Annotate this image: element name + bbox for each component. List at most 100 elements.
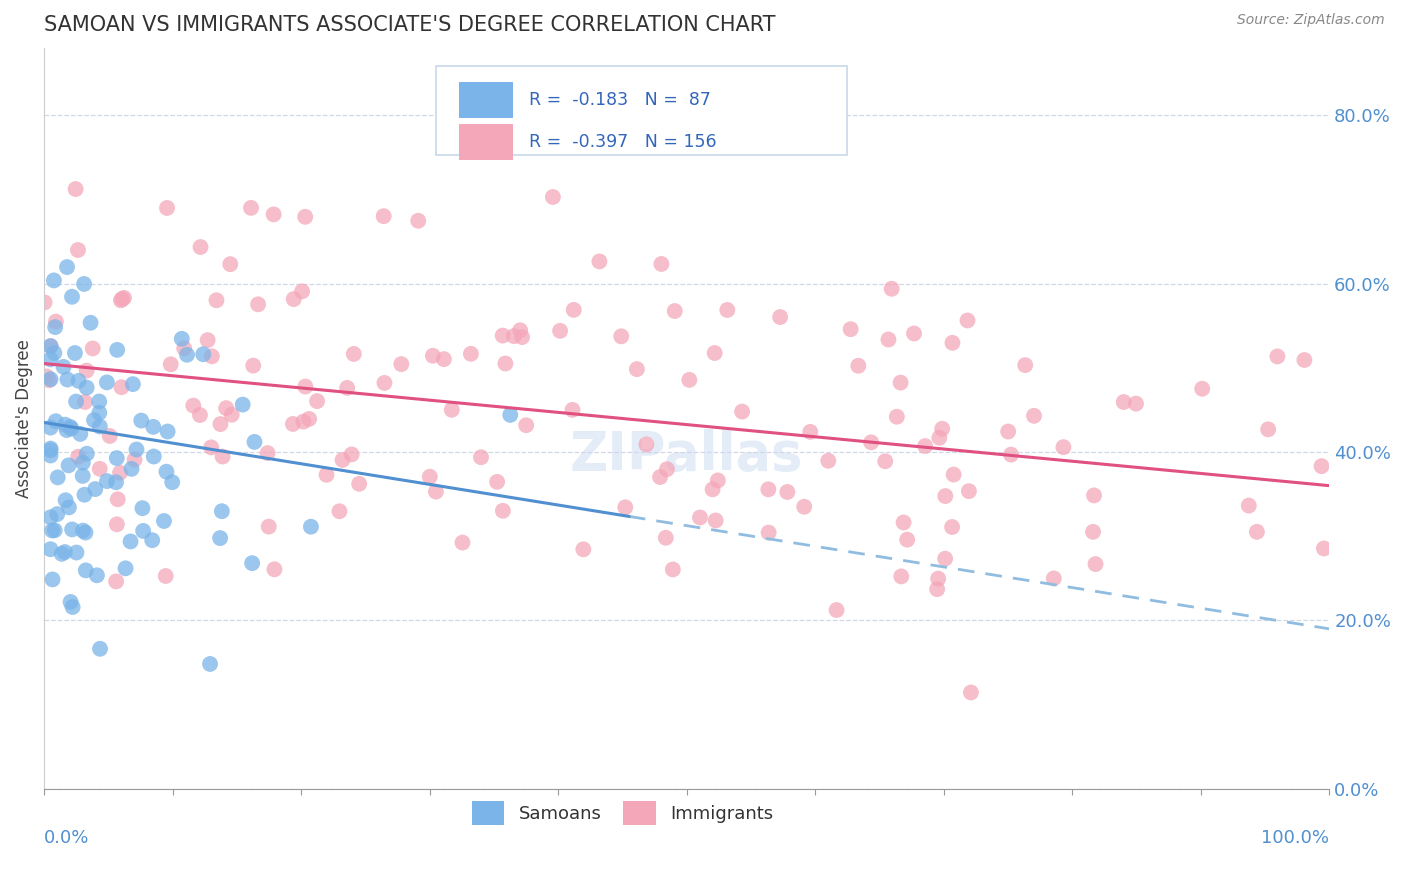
Point	[39, 372, 62, 386]
Point	[122, 377, 145, 392]
Point	[79, 316, 101, 330]
Point	[53, 417, 76, 432]
Point	[232, 398, 254, 412]
Point	[114, 561, 136, 575]
Point	[58, 500, 80, 515]
Point	[205, 293, 228, 308]
Point	[67, 374, 90, 388]
Point	[132, 524, 155, 538]
Point	[294, 210, 316, 224]
Point	[572, 542, 595, 557]
Point	[343, 347, 366, 361]
Point	[153, 514, 176, 528]
Point	[934, 551, 956, 566]
Point	[65, 182, 87, 196]
Point	[422, 349, 444, 363]
Point	[69, 426, 91, 441]
Point	[105, 574, 128, 589]
Point	[181, 399, 204, 413]
Point	[39, 449, 62, 463]
Text: SAMOAN VS IMMIGRANTS ASSOCIATE'S DEGREE CORRELATION CHART: SAMOAN VS IMMIGRANTS ASSOCIATE'S DEGREE …	[44, 15, 776, 35]
Point	[257, 519, 280, 533]
Point	[41, 524, 63, 538]
Point	[1313, 541, 1336, 556]
Point	[931, 422, 953, 436]
Point	[105, 451, 128, 466]
Point	[294, 379, 316, 393]
Point	[1237, 499, 1260, 513]
Point	[211, 504, 233, 518]
Point	[42, 273, 65, 287]
Text: R =  -0.183   N =  87: R = -0.183 N = 87	[529, 91, 710, 109]
Point	[655, 531, 678, 545]
Point	[703, 346, 725, 360]
Point	[73, 395, 96, 409]
Point	[328, 504, 350, 518]
Point	[39, 339, 62, 353]
Point	[67, 450, 90, 464]
FancyBboxPatch shape	[436, 66, 848, 155]
Point	[159, 357, 181, 371]
Point	[46, 470, 69, 484]
Point	[56, 260, 79, 274]
Point	[655, 462, 678, 476]
Text: R =  -0.397   N = 156: R = -0.397 N = 156	[529, 133, 716, 151]
Point	[75, 563, 97, 577]
Point	[73, 277, 96, 291]
Point	[373, 376, 395, 390]
Point	[129, 414, 152, 428]
Point	[957, 484, 980, 499]
Point	[373, 209, 395, 223]
Point	[486, 475, 509, 489]
Point	[34, 295, 56, 310]
Point	[89, 462, 111, 476]
Point	[209, 531, 232, 545]
Point	[299, 519, 322, 533]
Point	[1014, 358, 1036, 372]
Point	[941, 520, 963, 534]
Point	[72, 456, 94, 470]
Point	[51, 547, 73, 561]
Point	[433, 352, 456, 367]
Point	[769, 310, 792, 324]
Point	[35, 369, 58, 384]
Point	[716, 303, 738, 318]
Point	[39, 339, 62, 353]
Point	[58, 458, 80, 473]
Point	[776, 485, 799, 500]
Point	[156, 201, 179, 215]
Point	[263, 207, 285, 221]
Point	[89, 394, 111, 409]
Point	[39, 352, 62, 367]
Point	[510, 330, 533, 344]
Point	[198, 657, 221, 671]
Point	[307, 394, 329, 409]
Point	[890, 376, 912, 390]
Point	[846, 359, 869, 373]
Point	[315, 467, 337, 482]
Point	[124, 452, 146, 467]
Point	[82, 342, 104, 356]
Point	[1083, 488, 1105, 502]
Point	[956, 313, 979, 327]
Point	[941, 335, 963, 350]
Point	[44, 523, 66, 537]
Point	[588, 254, 610, 268]
Point	[1267, 350, 1289, 364]
Y-axis label: Associate's Degree: Associate's Degree	[15, 339, 32, 498]
Point	[105, 475, 128, 490]
Point	[997, 425, 1019, 439]
Point	[347, 476, 370, 491]
Point	[460, 347, 482, 361]
Point	[877, 333, 900, 347]
Point	[39, 542, 62, 557]
Point	[880, 282, 903, 296]
Point	[55, 493, 77, 508]
Point	[59, 420, 82, 434]
Point	[650, 257, 672, 271]
Point	[440, 402, 463, 417]
Point	[221, 408, 243, 422]
Point	[73, 488, 96, 502]
Point	[1246, 524, 1268, 539]
Point	[263, 562, 285, 576]
